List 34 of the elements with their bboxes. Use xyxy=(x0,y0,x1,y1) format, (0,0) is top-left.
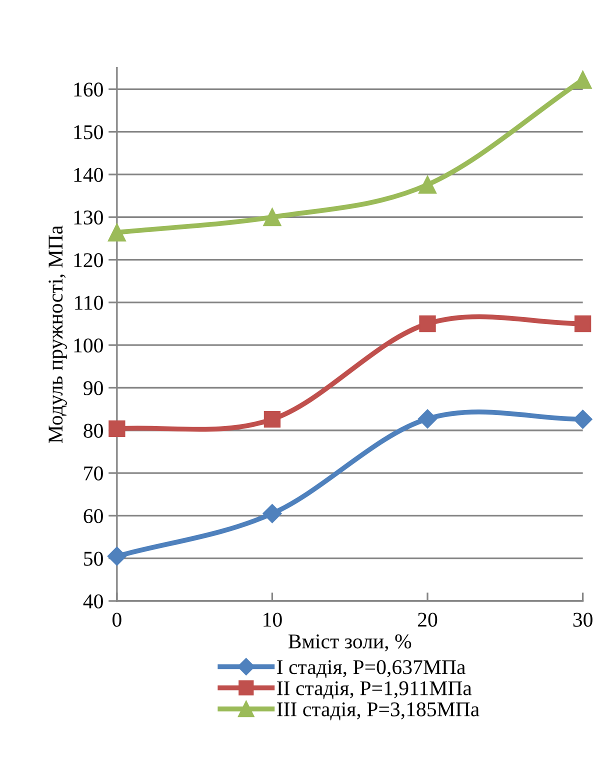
x-tick-label: 20 xyxy=(418,612,438,627)
point xyxy=(573,410,592,429)
legend-label: I стадія, P=0,637МПа xyxy=(277,660,466,678)
point xyxy=(264,410,281,428)
y-tick-label: 90 xyxy=(84,381,103,396)
y-tick-label: 70 xyxy=(84,466,103,480)
point xyxy=(418,409,438,428)
y-tick-label: 80 xyxy=(84,424,103,438)
y-tick-label: 150 xyxy=(74,125,103,140)
y-tick-label: 60 xyxy=(84,509,103,524)
y-tick-label: 160 xyxy=(74,82,103,97)
y-tick-label: 40 xyxy=(83,594,103,608)
point xyxy=(108,420,126,438)
y-tick-label: 120 xyxy=(74,253,103,268)
y-tick-label: 100 xyxy=(74,338,103,353)
x-tick-label: 30 xyxy=(573,612,592,627)
y-axis-title: Модуль пружності, МПа xyxy=(48,226,67,443)
point xyxy=(419,315,436,332)
y-tick-label: 50 xyxy=(84,552,103,566)
x-tick-label: 0 xyxy=(112,612,122,627)
x-tick-label: 10 xyxy=(264,612,282,627)
y-tick-label: 140 xyxy=(74,168,103,182)
y-tick-label: 110 xyxy=(75,296,103,310)
y-tick-label: 130 xyxy=(74,210,103,225)
point xyxy=(574,70,592,89)
point xyxy=(108,223,126,242)
point xyxy=(418,176,437,194)
point xyxy=(263,208,282,226)
legend-label: II стадія, P=1,911МПа xyxy=(277,681,472,700)
legend-label: III стадія, P=3,185МПа xyxy=(277,702,480,720)
point xyxy=(107,546,126,566)
x-axis-title: Вміст золи, % xyxy=(288,634,412,652)
point xyxy=(262,504,282,524)
point xyxy=(574,315,592,332)
